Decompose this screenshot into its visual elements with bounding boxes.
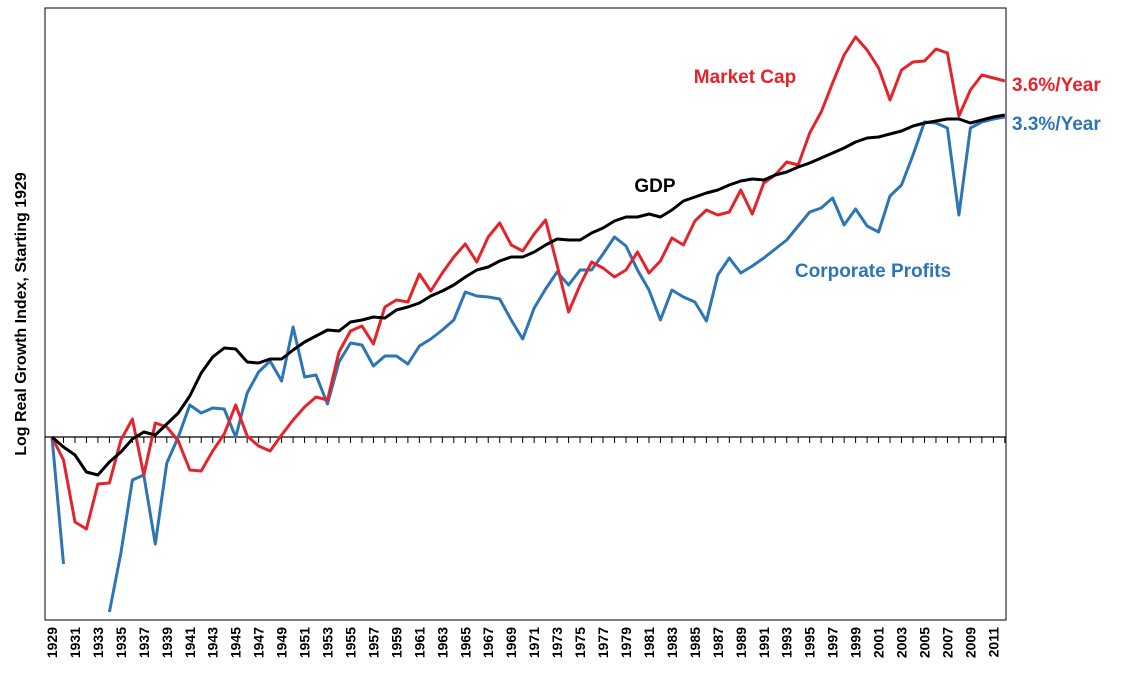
x-tick-label: 1967: [480, 627, 496, 658]
x-tick-label: 1987: [710, 627, 726, 658]
x-tick-label: 1951: [297, 627, 313, 658]
x-tick-label: 2009: [962, 627, 978, 658]
series-line: [51, 113, 1006, 477]
x-tick-label: 1991: [756, 627, 772, 658]
series-label: Corporate Profits: [795, 261, 951, 282]
x-tick-label: 1989: [733, 627, 749, 658]
x-tick-label: 1941: [182, 627, 198, 658]
x-tick-label: 1949: [274, 627, 290, 658]
series-label: GDP: [634, 176, 676, 197]
x-tick-label: 1999: [848, 627, 864, 658]
y-axis-label: Log Real Growth Index, Starting 1929: [13, 172, 30, 456]
x-tick-label: 1945: [228, 627, 244, 658]
rate-annotation: 3.6%/Year: [1012, 75, 1101, 96]
x-tick-label: 2007: [939, 627, 955, 658]
x-tick-label: 1937: [136, 627, 152, 658]
x-tick-label: 1943: [205, 627, 221, 658]
x-tick-label: 1997: [825, 627, 841, 658]
x-tick-label: 1965: [457, 627, 473, 658]
x-tick-label: 1953: [320, 627, 336, 658]
x-tick-label: 1973: [549, 627, 565, 658]
series-label: Market Cap: [694, 67, 796, 88]
x-tick-label: 1935: [113, 627, 129, 658]
x-tick-label: 1929: [44, 627, 60, 658]
x-tick-label: 1985: [687, 627, 703, 658]
x-tick-label: 1931: [67, 627, 83, 658]
x-tick-label: 1995: [802, 627, 818, 658]
x-tick-label: 1955: [342, 627, 358, 658]
series-line: [50, 115, 1006, 613]
x-tick-label: 1979: [618, 627, 634, 658]
x-tick-label: 1957: [365, 627, 381, 658]
x-tick-label: 1975: [572, 627, 588, 658]
x-tick-label: 1959: [388, 627, 404, 658]
x-tick-label: 1947: [251, 627, 267, 658]
x-tick-label: 1933: [90, 627, 106, 658]
x-tick-label: 1977: [595, 627, 611, 658]
x-tick-label: 2011: [985, 627, 1001, 658]
x-tick-label: 1983: [664, 627, 680, 658]
series-line: [50, 35, 1006, 531]
x-tick-label: 1993: [779, 627, 795, 658]
x-tick-label: 1939: [159, 627, 175, 658]
x-tick-label: 2003: [894, 627, 910, 658]
plot-frame: [44, 7, 1007, 621]
x-tick-label: 1969: [503, 627, 519, 658]
x-tick-label: 1981: [641, 627, 657, 658]
x-tick-label: 2001: [871, 627, 887, 658]
x-tick-label: 1961: [411, 627, 427, 658]
x-tick-label: 1963: [434, 627, 450, 658]
x-tick-label: 1971: [526, 627, 542, 658]
rate-annotation: 3.3%/Year: [1012, 114, 1101, 135]
x-tick-label: 2005: [916, 627, 932, 658]
